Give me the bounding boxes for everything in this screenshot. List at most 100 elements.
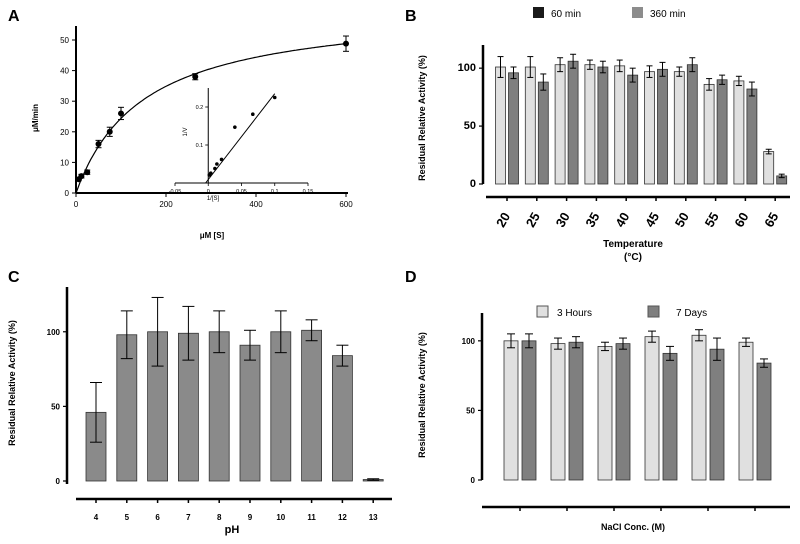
panel-b-y-tick-label: 50 [464,120,476,132]
panel-c-y-label: Residual Relative Activity (%) [7,320,17,446]
panel-d-bar [662,352,678,481]
panel-b-bar [567,60,579,185]
panel-d-bar [597,345,613,481]
panel-b-x-tick-label: 60 [731,210,751,230]
inset-data-point [219,157,224,162]
legend-label-7days: 7 Days [676,308,707,319]
panel-d-bar [568,341,584,481]
inset-x-tick-label: 0.15 [303,189,314,195]
panel-d-y-tick-label: 50 [466,406,475,415]
panel-d-bar [503,340,519,481]
inset-x-tick-label: 0 [207,189,210,195]
panel-a-y-tick-label: 40 [60,67,69,76]
inset-data-point [251,112,255,117]
panel-label-a: A [8,8,20,25]
panel-a-inset: 1/V 1/[S] -0.05 0 0.05 0.1 0.15 0.1 0.2 [169,88,314,202]
panel-d-x-label: NaCl Conc. (M) [601,522,665,532]
panel-a-y-tick-label: 50 [60,36,69,45]
panel-c-x-tick-label: 13 [369,513,378,522]
legend-label-60min: 60 min [551,9,581,20]
panel-b-x-tick-label: 30 [553,210,573,230]
inset-fit-line [205,93,276,184]
panel-b-bar [554,64,566,185]
panel-d-bar [691,334,707,481]
panel-label-b: B [405,8,417,25]
panel-a-y-tick-label: 20 [60,128,69,137]
inset-y-tick-label: 0.1 [196,143,204,149]
panel-c-bar [208,331,230,482]
panel-a-y-tick-label: 10 [60,158,69,167]
panel-c-x-tick-label: 8 [217,513,222,522]
inset-data-point [215,162,219,166]
panel-b-x-tick-label: 25 [523,210,543,230]
panel-b-bar [733,80,745,185]
panel-c-x-tick-label: 4 [94,513,99,522]
panel-c-x-tick-label: 9 [248,513,253,522]
panel-b-y-tick-label: 0 [470,178,476,190]
panel-b-x-label-unit: (°C) [624,252,642,263]
panel-c-bar [239,344,261,482]
legend-swatch-60min [533,7,544,18]
panel-b-bar [716,79,728,185]
panel-b-bar [584,64,596,185]
panel-label-d: D [405,269,417,286]
inset-y-label: 1/V [183,127,189,136]
panel-d-bar [550,343,566,481]
panel-b-bar [657,68,668,185]
panel-b-bar [614,65,626,185]
panel-c-x-tick-label: 10 [276,513,285,522]
panel-b-bar [508,72,519,185]
panel-b-bar [627,74,639,185]
panel-a-data-point [95,141,102,148]
panel-d-y-tick-label: 0 [471,476,476,485]
panel-a-data-point [84,169,91,176]
panel-d: 3 Hours 7 Days Residual Relative Activit… [417,305,790,532]
panel-c-x-tick-label: 11 [307,513,316,522]
panel-c-bar [301,329,323,482]
panel-b-bar [537,81,549,185]
panel-b-bar [673,71,685,185]
panel-a-y-tick-label: 0 [65,189,70,198]
panel-b-y-tick-label: 100 [458,62,476,74]
panel-d-bar [756,362,772,481]
panel-b-bar [597,66,609,185]
panel-label-c: C [8,269,20,286]
panel-c-y-tick-label: 50 [51,402,60,411]
panel-d-bar [709,348,725,481]
inset-data-point [208,171,213,175]
inset-data-point [233,125,237,129]
panel-a-x-tick-label: 600 [339,200,353,209]
panel-a-y-label: μM/min [31,104,40,132]
panel-c-x-tick-label: 12 [338,513,347,522]
panel-a-data-point [343,40,349,47]
panel-a: μM/min μM [S] 0 10 20 30 40 50 0 200 400 600 1/V… [31,26,353,240]
panel-b-x-label: Temperature [603,239,663,250]
panel-c-y-tick-label: 100 [47,328,61,337]
inset-x-tick-label: -0.05 [169,189,182,195]
panel-c-x-tick-label: 5 [125,513,130,522]
panel-b-bar [686,64,698,185]
panel-a-x-tick-label: 0 [74,200,79,209]
panel-b-y-label: Residual Relative Activity (%) [417,55,427,181]
panel-c-y-tick-label: 0 [56,477,61,486]
panel-d-bar [615,343,631,481]
panel-a-y-tick-label: 30 [60,97,69,106]
inset-data-point [272,95,277,100]
panel-d-y-label: Residual Relative Activity (%) [417,332,427,458]
legend-swatch-360min [632,7,643,18]
panel-a-x-tick-label: 200 [159,200,173,209]
panel-b-bar [495,66,506,185]
panel-b-x-tick-label: 65 [761,210,781,230]
inset-data-point [213,166,217,171]
panel-d-bar [521,340,537,481]
panel-b-x-tick-label: 50 [672,210,692,230]
panel-a-data-point [118,110,124,117]
panel-d-bar [738,341,754,481]
inset-x-tick-label: 0.1 [271,189,279,195]
legend-swatch-7days [647,305,660,318]
panel-d-y-tick-label: 100 [462,337,476,346]
legend-label-3hours: 3 Hours [557,308,592,319]
inset-y-tick-label: 0.2 [196,105,204,111]
panel-b-bar [644,71,655,185]
legend-label-360min: 360 min [650,9,686,20]
